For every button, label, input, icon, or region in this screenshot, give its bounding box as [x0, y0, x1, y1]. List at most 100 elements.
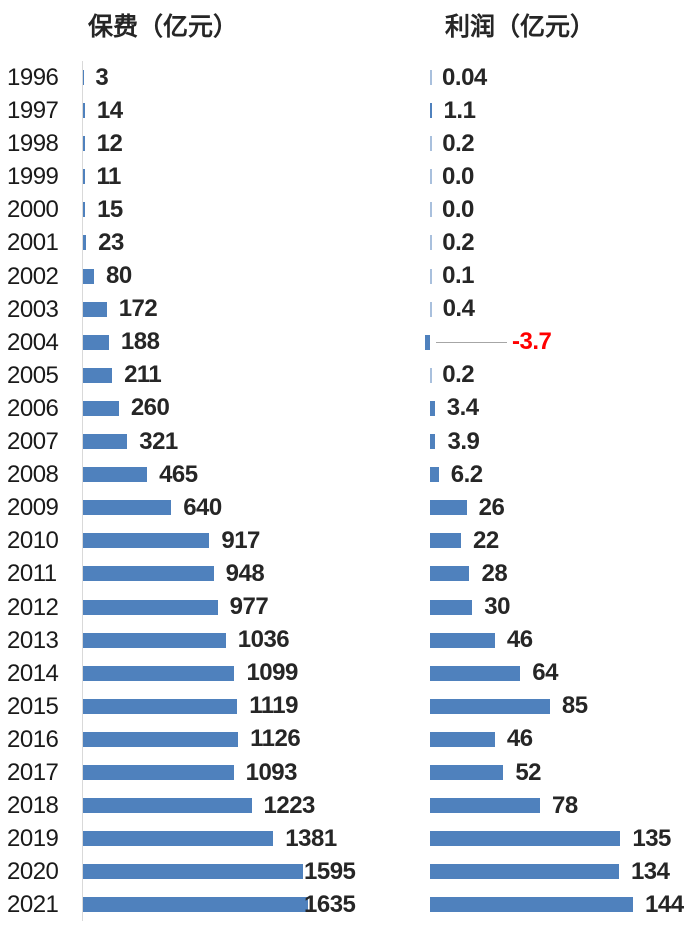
chart-row: 2000 15 0.0 — [0, 193, 700, 227]
premium-bar — [83, 268, 95, 284]
profit-value-label: 6.2 — [450, 460, 483, 488]
premium-value-label: 321 — [139, 427, 178, 455]
profit-value-label: 85 — [561, 692, 588, 720]
profit-bar — [430, 301, 432, 317]
premium-bar — [83, 467, 148, 483]
profit-bar-cell: 0.04 — [430, 61, 699, 94]
profit-bar — [430, 268, 432, 284]
year-label: 2005 — [7, 361, 59, 389]
profit-value-label: 134 — [630, 857, 670, 885]
chart-row: 2001 23 0.2 — [0, 226, 700, 260]
premium-value-label: 3 — [95, 63, 109, 91]
premium-bar — [83, 103, 85, 119]
premium-bar — [83, 864, 303, 880]
premium-bar-cell: 1595 — [82, 855, 430, 889]
year-label: 2009 — [7, 494, 59, 522]
profit-value-label: 0.1 — [442, 262, 475, 290]
premium-bar — [83, 831, 274, 847]
profit-bar — [430, 731, 495, 747]
chart-row: 2009 640 26 — [0, 491, 700, 525]
premium-bar-cell: 321 — [82, 425, 430, 459]
profit-bar-cell: 3.9 — [430, 425, 699, 458]
profit-bar-cell: 0.0 — [430, 160, 699, 193]
premium-value-label: 11 — [96, 162, 122, 190]
premium-value-label: 15 — [97, 195, 123, 223]
premium-bar — [83, 400, 119, 416]
profit-bar-cell: 135 — [430, 822, 699, 855]
premium-bar-cell: 1099 — [82, 656, 430, 690]
premium-bar-cell: 3 — [82, 61, 430, 95]
premium-bar-cell: 1126 — [82, 722, 430, 756]
profit-value-label: 135 — [632, 824, 671, 852]
premium-bar-cell: 640 — [82, 491, 430, 525]
leader-line — [436, 341, 507, 343]
premium-bar — [83, 698, 238, 714]
premium-bar-cell: 12 — [82, 127, 430, 161]
premium-bar — [83, 434, 128, 450]
chart-row: 2014 1099 64 — [0, 656, 700, 690]
year-label: 2014 — [7, 659, 59, 687]
chart-row: 2010 917 22 — [0, 524, 700, 558]
profit-bar — [424, 334, 430, 350]
chart-row: 2008 465 6.2 — [0, 458, 700, 492]
chart-row: 2013 1036 46 — [0, 623, 700, 657]
premium-bar-cell: 977 — [82, 590, 430, 624]
premium-bar — [83, 632, 226, 648]
premium-value-label: 1093 — [245, 758, 298, 786]
chart-rows: 1996 3 0.04 1997 14 1.1 1998 12 0.2 1999 11 0.0 2000… — [0, 61, 700, 922]
year-label: 2021 — [7, 891, 59, 919]
profit-bar-cell: 52 — [430, 756, 699, 789]
profit-bar-cell: 0.1 — [430, 260, 699, 293]
profit-bar — [430, 367, 432, 383]
profit-bar-cell: 6.2 — [430, 458, 699, 491]
profit-bar-cell: 30 — [430, 591, 699, 624]
year-label: 2012 — [7, 593, 59, 621]
premium-bar-cell: 1036 — [82, 623, 430, 657]
premium-bar-cell: 23 — [82, 226, 430, 260]
profit-value-label: 144 — [645, 890, 684, 918]
premium-bar — [83, 764, 234, 780]
premium-bar — [83, 665, 235, 681]
profit-bar-cell: 0.0 — [430, 193, 699, 226]
premium-bar — [83, 367, 113, 383]
premium-value-label: 917 — [221, 526, 260, 554]
profit-value-label: 1.1 — [443, 96, 476, 124]
year-label: 1997 — [7, 97, 59, 125]
chart-row: 2020 1595 134 — [0, 855, 700, 889]
premium-bar-cell: 11 — [82, 160, 430, 194]
chart-row: 2003 172 0.4 — [0, 292, 700, 326]
profit-value-label: 46 — [506, 626, 533, 654]
chart-title-profit: 利润（亿元） — [445, 13, 596, 41]
premium-bar — [83, 798, 252, 814]
premium-value-label: 977 — [229, 593, 269, 621]
premium-value-label: 1119 — [249, 692, 298, 720]
profit-value-label: 46 — [506, 725, 533, 753]
profit-value-label: 0.0 — [442, 162, 474, 190]
profit-value-label: 0.2 — [442, 361, 475, 389]
profit-bar — [430, 665, 521, 681]
chart-row: 2005 211 0.2 — [0, 358, 700, 392]
profit-value-label: 0.2 — [442, 129, 475, 157]
year-label: 2019 — [7, 825, 59, 853]
profit-bar-cell: 134 — [430, 855, 699, 888]
chart-row: 1997 14 1.1 — [0, 94, 700, 128]
profit-value-label: 52 — [515, 758, 542, 786]
premium-bar — [83, 235, 87, 251]
premium-bar-cell: 15 — [82, 193, 430, 227]
premium-value-label: 172 — [118, 295, 158, 323]
year-label: 2002 — [7, 262, 59, 290]
year-label: 2006 — [7, 394, 59, 422]
year-label: 2001 — [7, 229, 59, 257]
profit-value-label: 30 — [484, 593, 510, 621]
year-label: 2004 — [7, 328, 59, 356]
premium-bar — [83, 136, 85, 152]
chart-row: 2018 1223 78 — [0, 789, 700, 823]
profit-bar — [430, 202, 432, 218]
chart-row: 2006 260 3.4 — [0, 391, 700, 426]
profit-bar — [430, 500, 467, 516]
chart-row: 1999 11 0.0 — [0, 160, 700, 194]
premium-bar — [83, 169, 85, 185]
premium-bar-cell: 14 — [82, 94, 430, 128]
premium-bar-cell: 1119 — [82, 689, 430, 723]
premium-bar-cell: 188 — [82, 325, 430, 359]
